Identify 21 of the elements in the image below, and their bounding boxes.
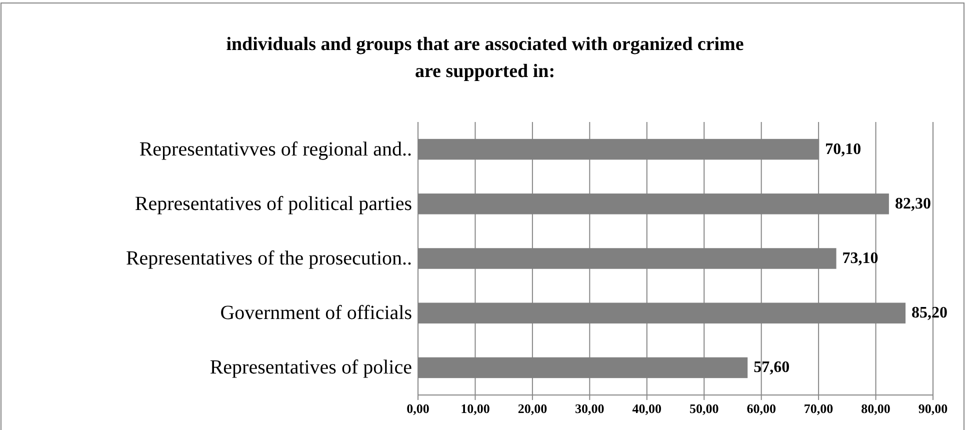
chart-title: individuals and groups that are associated with organized crime are supported in:: [226, 34, 744, 82]
x-tick-label: 0,00: [406, 401, 430, 416]
data-label: 57,60: [754, 359, 790, 376]
y-tick-label: Representatives of the prosecution..: [126, 248, 412, 270]
data-label: 85,20: [912, 304, 948, 322]
x-tick-label: 10,00: [460, 401, 490, 416]
x-tick-label: 20,00: [518, 401, 548, 416]
x-tick-label: 90,00: [918, 401, 948, 416]
y-tick-label: Representatives of political parties: [134, 192, 412, 215]
x-tick-label: 70,00: [804, 401, 834, 416]
y-tick-label: Government of officials: [220, 302, 412, 324]
data-label: 70,10: [825, 140, 862, 158]
x-tick-label: 60,00: [746, 401, 776, 416]
x-tick-label: 80,00: [861, 401, 890, 416]
data-label: 82,30: [894, 195, 931, 212]
y-tick-label: Representativves of regional and..: [139, 138, 412, 160]
x-tick-label: 30,00: [575, 401, 604, 416]
x-tick-label: 50,00: [689, 401, 719, 416]
x-tick-label: 40,00: [632, 401, 662, 416]
y-tick-label: Representatives of police: [210, 356, 412, 379]
data-label: 73,10: [842, 250, 878, 267]
